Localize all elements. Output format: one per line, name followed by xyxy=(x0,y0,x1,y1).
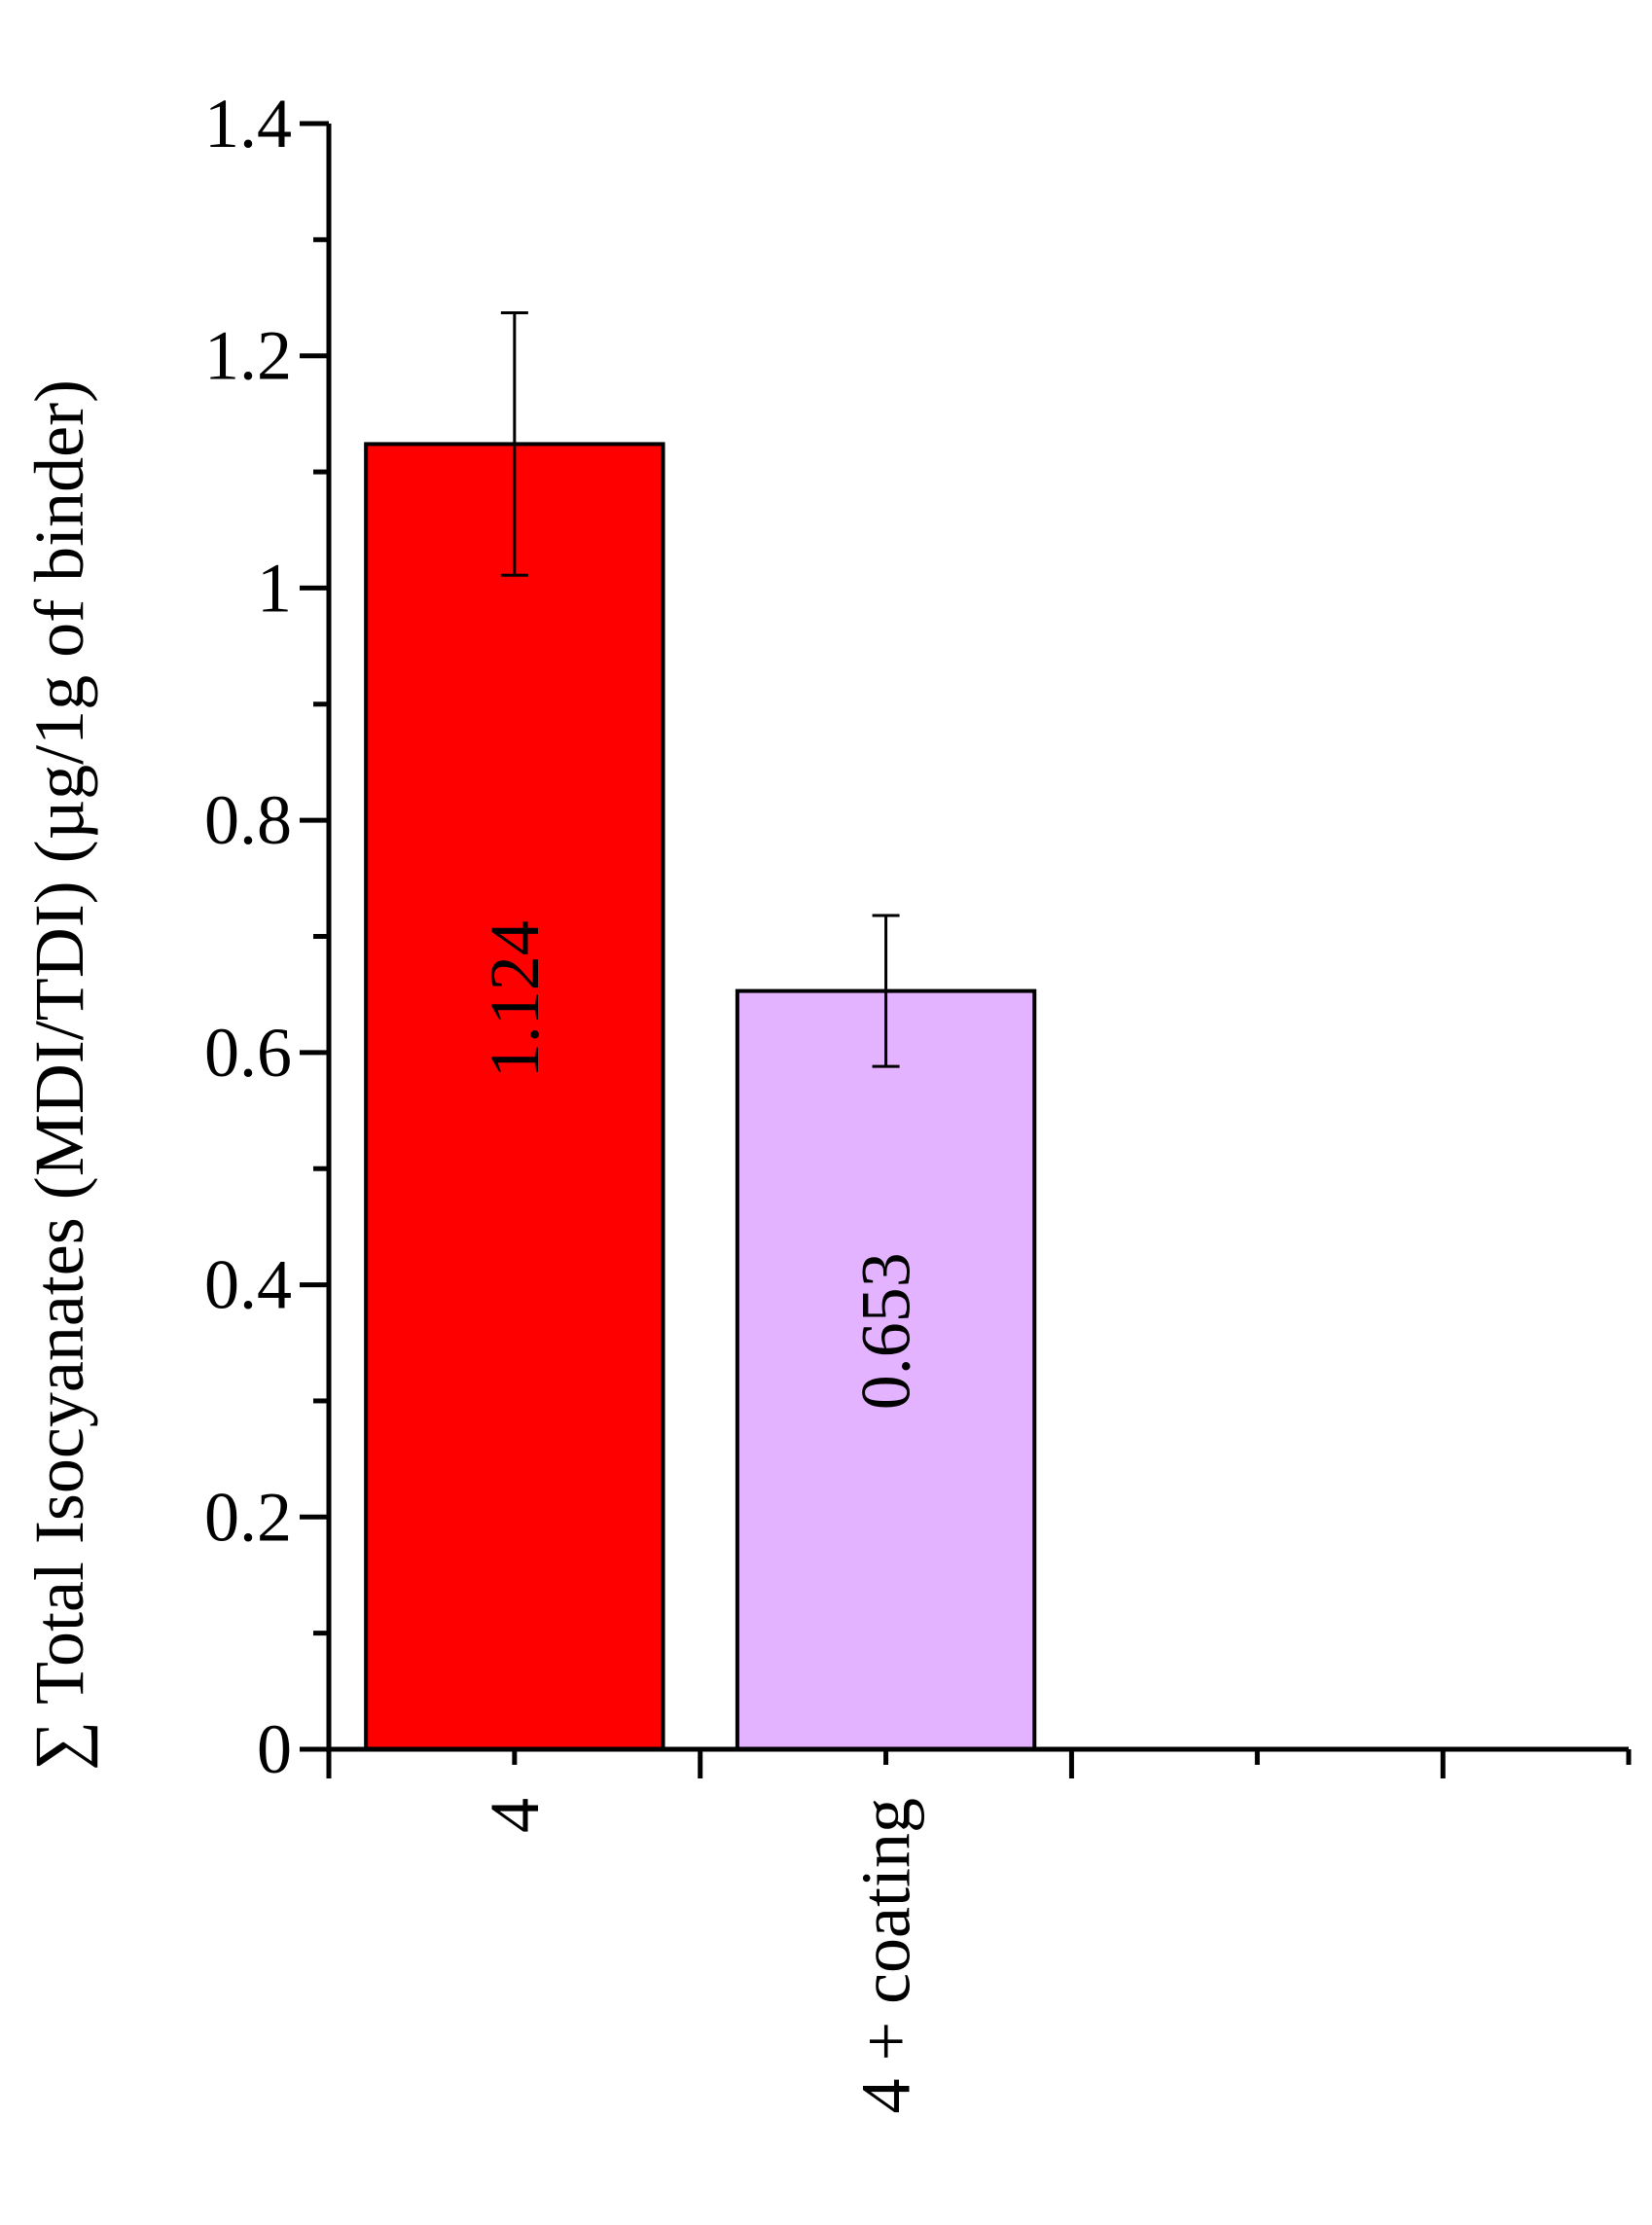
bar xyxy=(735,988,1037,1751)
x-category-label: 4 xyxy=(476,1798,554,1833)
y-tick-label: 1 xyxy=(257,549,292,627)
y-axis-title: ∑ Total Isocyanates (MDI/TDI) (µg/1g of … xyxy=(20,379,98,1771)
bars xyxy=(364,442,1037,1752)
axes xyxy=(300,121,1632,1778)
labels: 0 0.2 0.4 0.6 0.8 1 1.2 1.4 1.124 4 0.653 4 + coati… xyxy=(204,85,925,2114)
bar-data-label: 0.653 xyxy=(847,1252,925,1410)
y-tick-label: 0 xyxy=(257,1710,292,1788)
x-category-label: 4 + coating xyxy=(847,1798,925,2114)
bar xyxy=(364,442,665,1752)
error-bars xyxy=(500,311,900,1068)
y-tick-label: 0.2 xyxy=(204,1478,292,1556)
y-tick-label: 0.8 xyxy=(204,781,292,859)
y-tick-label: 0.6 xyxy=(204,1014,292,1092)
bar-data-label: 1.124 xyxy=(476,920,554,1078)
y-tick-label: 1.2 xyxy=(204,317,292,395)
y-tick-label: 1.4 xyxy=(204,85,292,162)
y-tick-label: 0.4 xyxy=(204,1246,292,1324)
